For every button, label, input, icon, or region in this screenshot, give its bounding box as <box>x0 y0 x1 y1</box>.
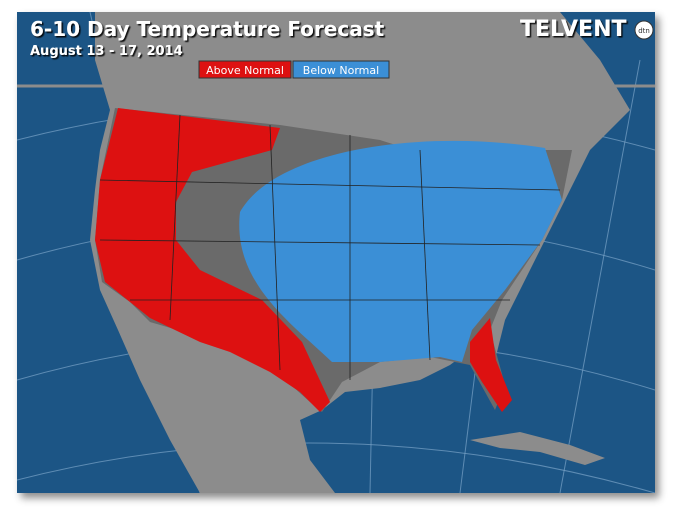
title: 6-10 Day Temperature Forecast <box>30 17 385 41</box>
legend: Above Normal Below Normal <box>198 60 390 79</box>
subtitle: August 13 - 17, 2014 <box>30 44 183 59</box>
logo-badge: dtn <box>638 27 650 35</box>
logo: TELVENT <box>520 17 627 42</box>
logo-badge-bg <box>634 20 654 40</box>
map <box>17 12 655 493</box>
legend-swatch <box>292 60 390 79</box>
cuba <box>470 432 605 465</box>
above-normal-area <box>95 108 330 412</box>
legend-label: Below Normal <box>303 64 379 77</box>
legend-swatch <box>198 60 292 79</box>
legend-label: Above Normal <box>206 64 284 77</box>
state-borders <box>99 114 561 380</box>
above-normal-area <box>470 318 512 412</box>
below-normal-area <box>239 140 562 362</box>
